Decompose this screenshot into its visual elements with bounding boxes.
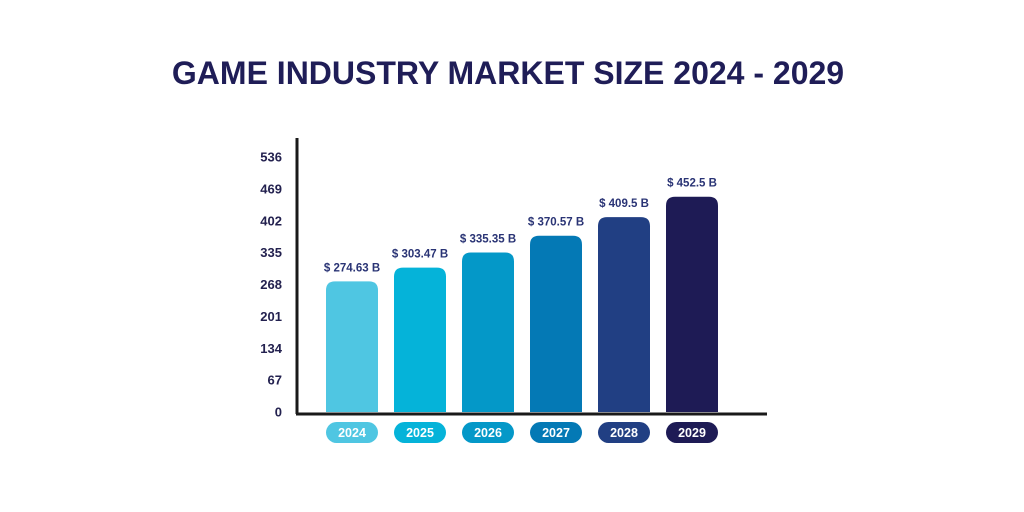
- x-tick-label: 2026: [474, 426, 502, 440]
- chart-title: GAME INDUSTRY MARKET SIZE 2024 - 2029: [172, 55, 844, 91]
- bar: [394, 267, 446, 412]
- x-tick-label: 2025: [406, 426, 434, 440]
- x-tick-label: 2024: [338, 426, 366, 440]
- data-label: $ 274.63 B: [324, 262, 380, 274]
- bar: [666, 196, 718, 412]
- data-labels: $ 274.63 B $ 303.47 B $ 335.35 B $ 370.57 B…: [324, 178, 717, 275]
- bar: [530, 235, 582, 412]
- y-tick-label: 335: [260, 245, 282, 260]
- bar: [598, 217, 650, 412]
- category-pill: [326, 422, 378, 443]
- x-tick-label: 2028: [610, 426, 638, 440]
- y-tick-label: 469: [260, 181, 282, 196]
- y-tick-label: 402: [260, 213, 282, 228]
- category-pill: [666, 422, 718, 443]
- y-tick-label: 201: [260, 309, 282, 324]
- y-tick-label: 268: [260, 277, 282, 292]
- y-tick-label: 0: [275, 405, 282, 420]
- data-label: $ 370.57 B: [528, 217, 584, 229]
- y-tick-label: 536: [260, 150, 282, 165]
- y-tick-label: 67: [268, 373, 282, 388]
- bar: [326, 281, 378, 412]
- data-label: $ 335.35 B: [460, 233, 516, 245]
- bar: [462, 252, 514, 412]
- data-label: $ 452.5 B: [667, 178, 717, 190]
- y-tick-label: 134: [260, 341, 282, 356]
- data-label: $ 303.47 B: [392, 249, 448, 261]
- y-axis-ticks: 0 67 134 201 268 335 402 469 536: [260, 150, 282, 420]
- x-tick-label: 2027: [542, 426, 570, 440]
- data-label: $ 409.5 B: [599, 198, 649, 210]
- x-tick-label: 2029: [678, 426, 706, 440]
- category-pill: [394, 422, 446, 443]
- category-pill: [462, 422, 514, 443]
- bars: [326, 196, 718, 412]
- category-labels: 2024 2025 2026 2027 2028 2029: [326, 422, 718, 443]
- category-pill: [598, 422, 650, 443]
- category-pill: [530, 422, 582, 443]
